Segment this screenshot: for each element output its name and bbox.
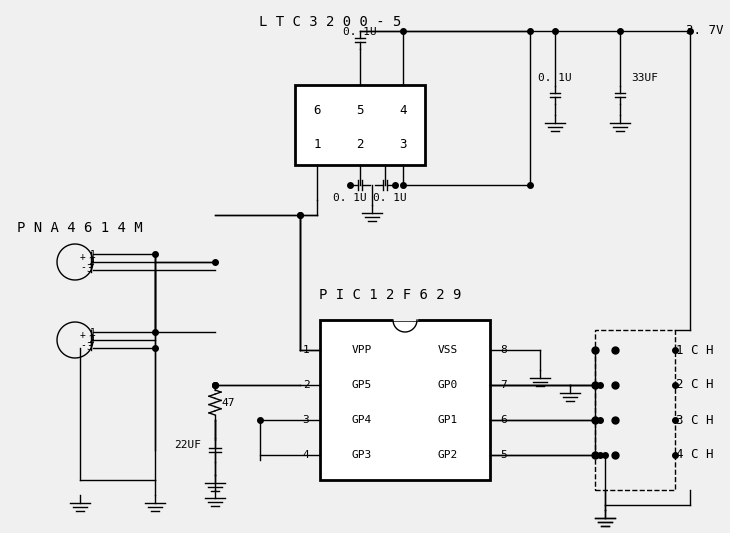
Text: L T C 3 2 0 0 - 5: L T C 3 2 0 0 - 5 (259, 15, 402, 29)
Text: 4: 4 (399, 103, 407, 117)
Text: 7: 7 (501, 380, 507, 390)
Text: 47: 47 (221, 398, 235, 408)
Text: P N A 4 6 1 4 M: P N A 4 6 1 4 M (18, 221, 143, 235)
Text: 8: 8 (501, 345, 507, 355)
Text: 6: 6 (313, 103, 320, 117)
Text: GP4: GP4 (352, 415, 372, 425)
Text: 1: 1 (313, 139, 320, 151)
Text: 0. 1U: 0. 1U (373, 193, 407, 203)
Text: -: - (80, 340, 86, 350)
Text: 2: 2 (88, 335, 94, 345)
Text: 0. 1U: 0. 1U (538, 73, 572, 83)
Text: 22UF: 22UF (174, 440, 201, 450)
Text: -: - (80, 262, 86, 272)
Text: 3. 7V: 3. 7V (686, 25, 723, 37)
Text: 1 C H: 1 C H (676, 343, 714, 357)
Text: 1: 1 (303, 345, 310, 355)
Text: GP3: GP3 (352, 450, 372, 460)
Bar (595, 330, 675, 490)
Bar (320, 320, 490, 480)
Text: 1: 1 (90, 328, 96, 338)
Text: 3: 3 (399, 139, 407, 151)
Text: GP0: GP0 (438, 380, 458, 390)
Text: 0. 1U: 0. 1U (333, 193, 367, 203)
Text: 4: 4 (303, 450, 310, 460)
Text: GP2: GP2 (438, 450, 458, 460)
Text: GP5: GP5 (352, 380, 372, 390)
Text: VSS: VSS (438, 345, 458, 355)
Text: 1: 1 (90, 250, 96, 260)
Text: P I C 1 2 F 6 2 9: P I C 1 2 F 6 2 9 (319, 288, 461, 302)
Text: VPP: VPP (352, 345, 372, 355)
Text: 5: 5 (356, 103, 364, 117)
Text: 3: 3 (86, 342, 92, 352)
Text: 0. 1U: 0. 1U (343, 27, 377, 37)
Text: 3 C H: 3 C H (676, 414, 714, 426)
Text: 6: 6 (501, 415, 507, 425)
Bar (295, 85, 425, 165)
Text: 33UF: 33UF (631, 73, 658, 83)
Text: 2: 2 (303, 380, 310, 390)
Text: 2: 2 (88, 257, 94, 267)
Text: 2 C H: 2 C H (676, 378, 714, 392)
Text: 5: 5 (501, 450, 507, 460)
Text: 4 C H: 4 C H (676, 448, 714, 462)
Text: 3: 3 (303, 415, 310, 425)
Text: 2: 2 (356, 139, 364, 151)
Text: GP1: GP1 (438, 415, 458, 425)
Text: +: + (80, 330, 86, 340)
Text: 3: 3 (86, 264, 92, 274)
Text: +: + (80, 252, 86, 262)
